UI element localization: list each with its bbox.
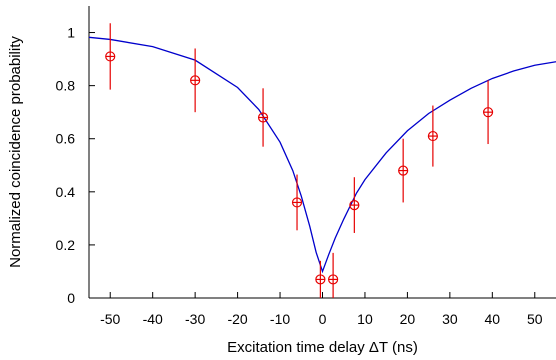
x-axis: -50 -40 -30 -20 -10 0 10 20 30 40 50 xyxy=(100,292,543,327)
data-point xyxy=(398,138,409,203)
x-tick-label: -30 xyxy=(185,311,205,327)
x-tick-label: 0 xyxy=(319,311,327,327)
y-tick-label: 1 xyxy=(67,25,75,41)
y-tick-label: 0.6 xyxy=(56,131,76,147)
x-axis-title: Excitation time delay ΔT (ns) xyxy=(227,339,418,356)
data-points-layer xyxy=(105,23,494,298)
y-axis-title: Normalized coincidence probability xyxy=(7,36,24,268)
x-tick-label: 10 xyxy=(357,311,373,327)
data-point xyxy=(291,174,303,231)
x-tick-label: -50 xyxy=(100,311,120,327)
y-tick-label: 0.4 xyxy=(56,184,76,200)
x-tick-label: -10 xyxy=(270,311,290,327)
data-point xyxy=(349,177,360,233)
data-point xyxy=(482,80,494,145)
fit-curve-layer xyxy=(88,36,556,274)
fit-curve xyxy=(88,36,556,274)
x-tick-label: 30 xyxy=(442,311,458,327)
y-axis: 0 0.2 0.4 0.6 0.8 1 xyxy=(56,25,95,306)
data-point xyxy=(315,260,326,298)
x-tick-label: 20 xyxy=(400,311,416,327)
data-point xyxy=(328,252,339,298)
data-point xyxy=(190,48,201,113)
data-point xyxy=(427,105,438,167)
x-tick-label: -20 xyxy=(227,311,247,327)
y-tick-label: 0.2 xyxy=(56,237,76,253)
plot-frame xyxy=(88,6,556,299)
x-tick-label: 50 xyxy=(527,311,543,327)
data-point xyxy=(257,88,269,147)
y-tick-label: 0 xyxy=(67,290,75,306)
y-tick-label: 0.8 xyxy=(56,78,76,94)
x-tick-label: -40 xyxy=(143,311,163,327)
data-point xyxy=(105,23,116,90)
x-tick-label: 40 xyxy=(485,311,501,327)
